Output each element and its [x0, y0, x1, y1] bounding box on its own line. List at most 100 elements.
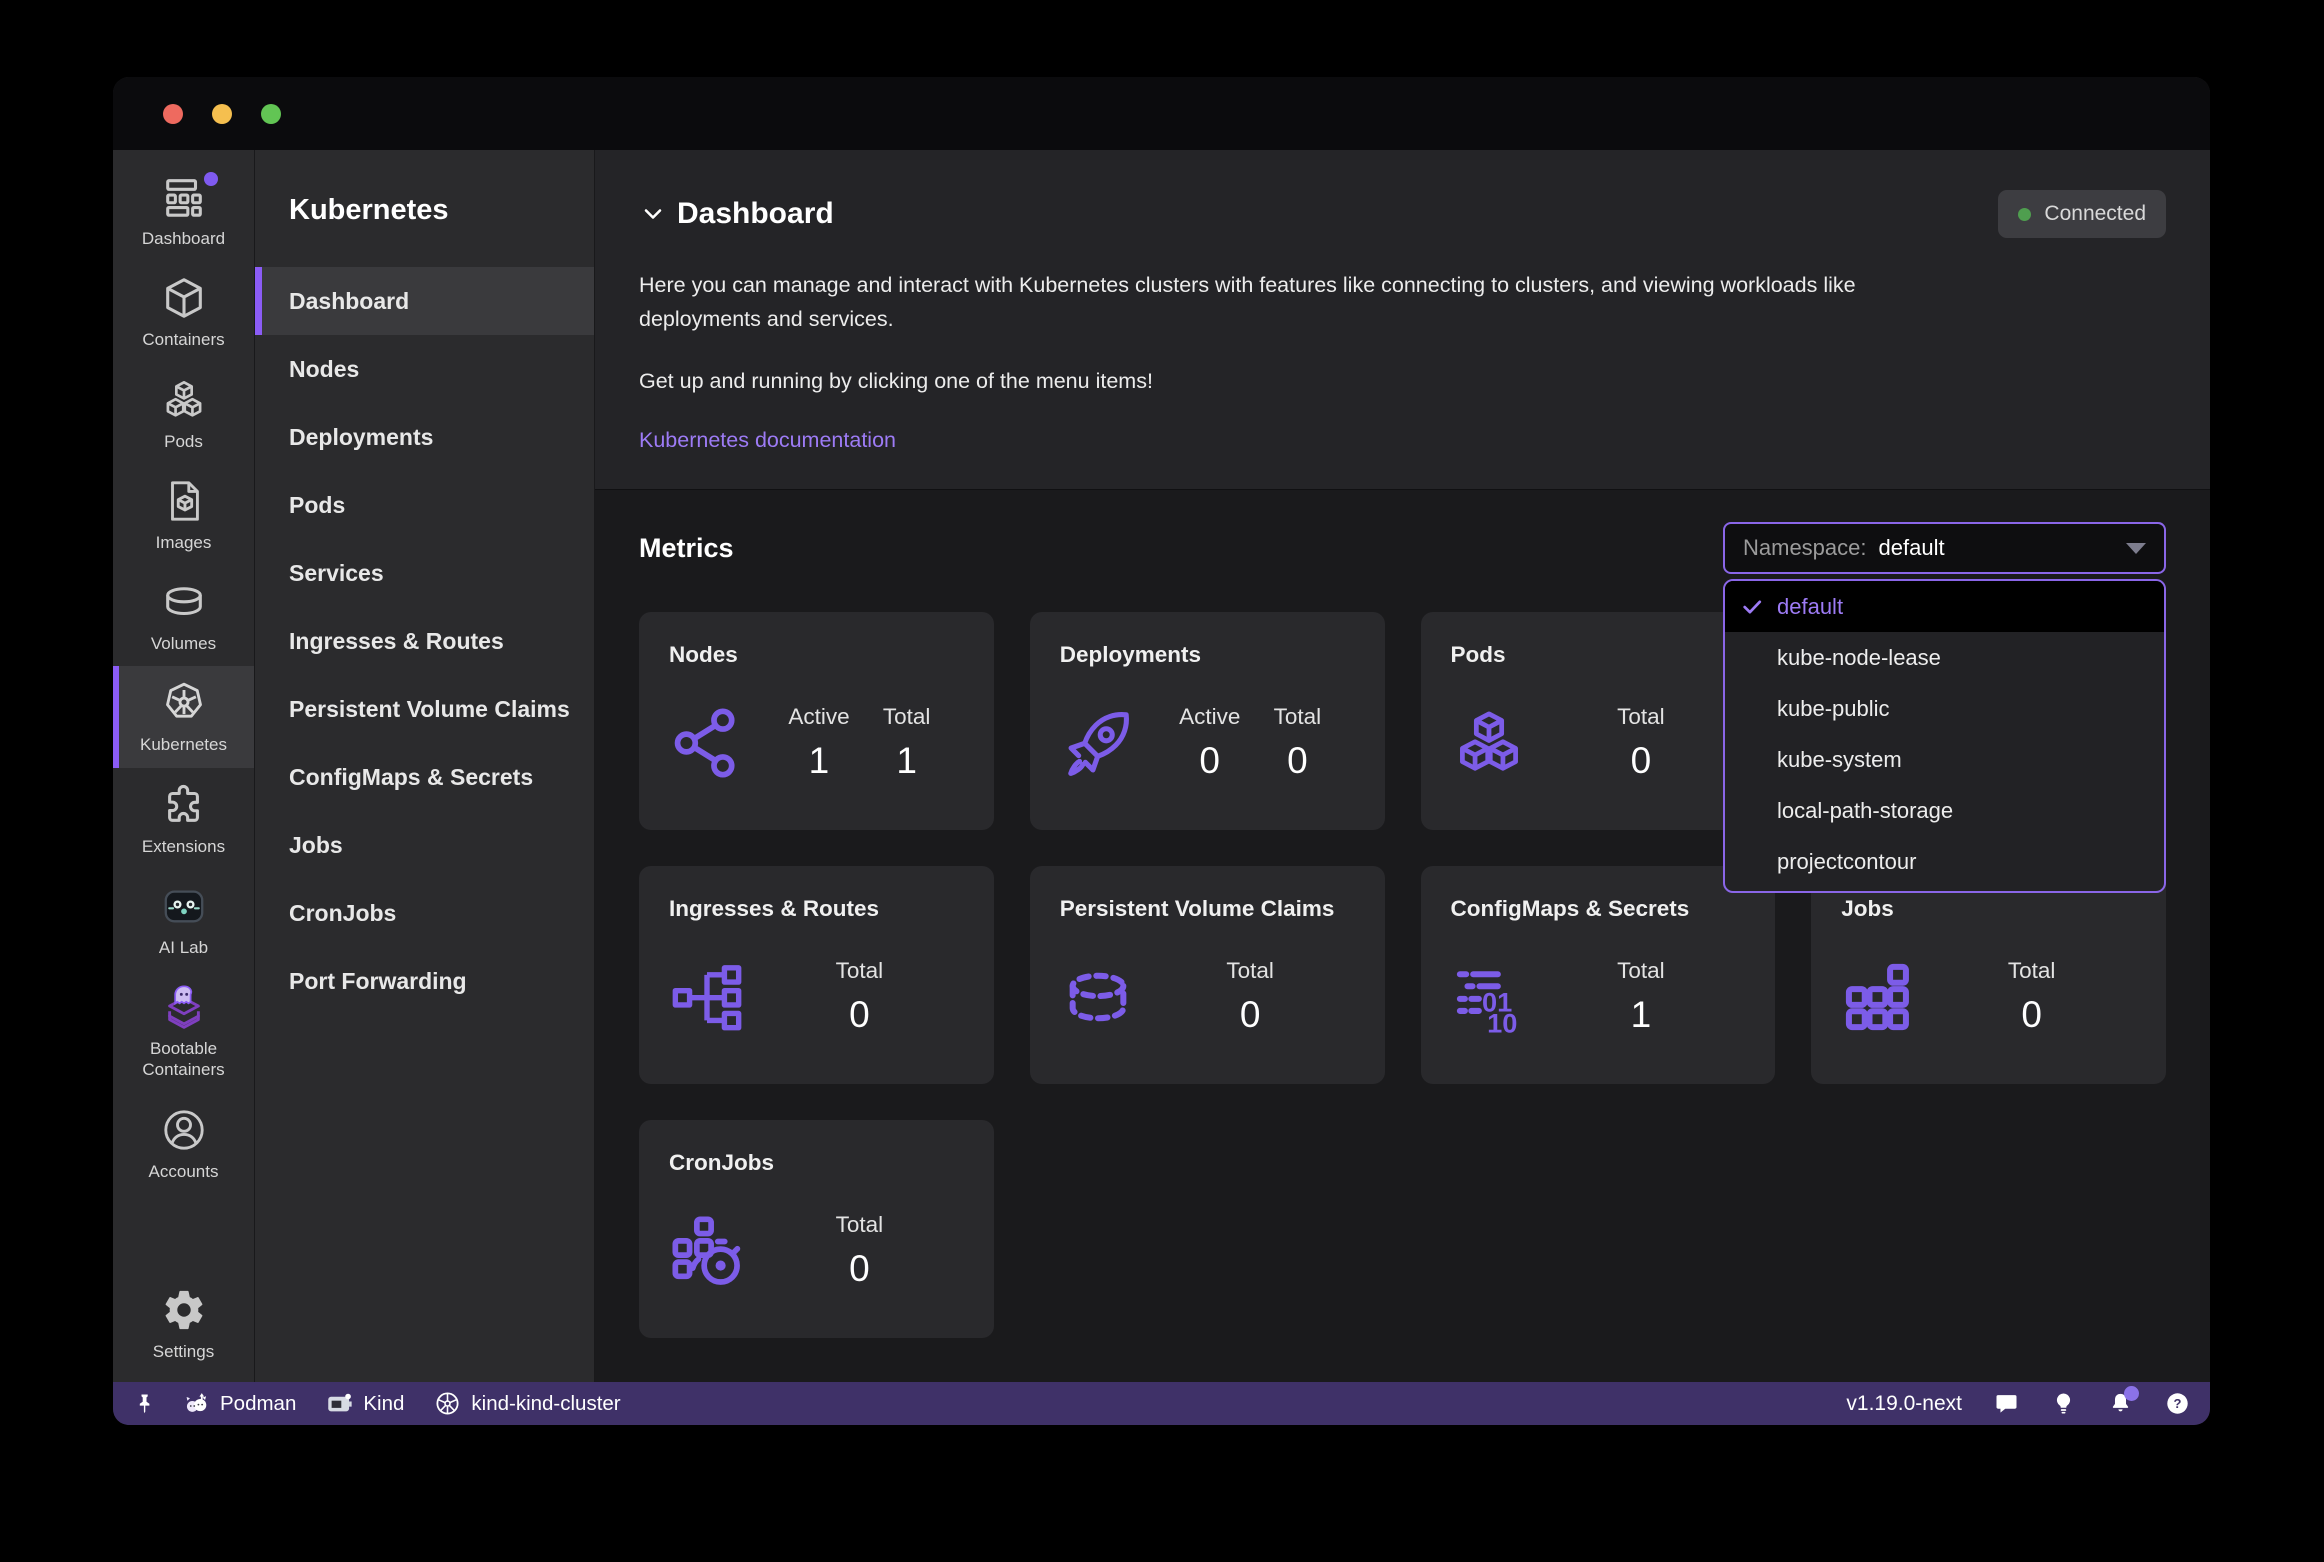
stat-value: 0 [849, 1247, 870, 1289]
nav-item-deployments[interactable]: Deployments [289, 423, 434, 450]
stat-value: 0 [1199, 739, 1220, 781]
sidebar-item-images[interactable]: Images [113, 464, 254, 565]
nav-item-port-forwarding[interactable]: Port Forwarding [289, 967, 467, 994]
metric-card-persistent-volume-claims[interactable]: Persistent Volume Claims Total 0 [1029, 866, 1385, 1084]
chevron-down-icon[interactable] [639, 200, 667, 228]
network-tree-icon [669, 959, 755, 1035]
nav-item-configmaps-secrets[interactable]: ConfigMaps & Secrets [289, 763, 534, 790]
stat-label: Total [1226, 957, 1274, 983]
notifications-button[interactable] [2108, 1386, 2139, 1416]
sidebar-item-accounts[interactable]: Accounts [113, 1093, 254, 1194]
nav-item-services[interactable]: Services [289, 559, 384, 586]
stat-value: 1 [896, 739, 917, 781]
svg-text:10: 10 [1487, 1007, 1517, 1035]
metric-card-pods[interactable]: Pods Total 0 [1420, 612, 1776, 830]
nav-item-persistent-volume-claims[interactable]: Persistent Volume Claims [289, 695, 570, 722]
statusbar-item-label: Podman [220, 1391, 297, 1415]
sidebar-item-label: Extensions [141, 836, 226, 856]
sidebar-item-ai-lab[interactable]: AI Lab [113, 869, 254, 970]
card-title: Nodes [669, 642, 738, 667]
sidebar-item-label: Settings [152, 1341, 215, 1361]
statusbar-item-kube-context[interactable]: kind-kind-cluster [434, 1390, 621, 1417]
accounts-icon [163, 1109, 204, 1150]
titlebar [113, 77, 2210, 150]
sidebar-item-containers[interactable]: Containers [113, 261, 254, 362]
nav-item-ingresses-routes[interactable]: Ingresses & Routes [289, 627, 504, 654]
sidebar-item-label: Images [155, 532, 212, 552]
metrics-cards-grid: Nodes Active 1 Total 1 [639, 612, 2166, 1338]
metrics-section: Metrics Namespace: default default [595, 490, 2210, 1382]
close-window-button[interactable] [163, 103, 183, 124]
metric-card-deployments[interactable]: Deployments Acti [1029, 612, 1385, 830]
dashboard-icon [165, 179, 202, 217]
namespace-option-kube-system[interactable]: kube-system [1725, 734, 2164, 785]
lightbulb-icon [2056, 1393, 2071, 1414]
pin-icon[interactable] [133, 1392, 157, 1416]
sidebar-item-label: Volumes [150, 634, 217, 653]
nav-panel-title: Kubernetes [289, 194, 449, 226]
stat-value: 0 [1287, 739, 1308, 781]
statusbar-item-kind[interactable]: Kind [326, 1390, 404, 1417]
namespace-option-local-path-storage[interactable]: local-path-storage [1725, 785, 2164, 836]
namespace-option-projectcontour[interactable]: projectcontour [1725, 836, 2164, 887]
namespace-option-kube-public[interactable]: kube-public [1725, 683, 2164, 734]
sidebar-item-label: Containers [142, 330, 225, 350]
metric-card-nodes[interactable]: Nodes Active 1 Total 1 [639, 612, 994, 830]
namespace-option-kube-node-lease[interactable]: kube-node-lease [1725, 632, 2164, 683]
sidebar-item-dashboard[interactable]: Dashboard [113, 160, 254, 261]
metric-card-cronjobs[interactable]: CronJobs [639, 1120, 994, 1338]
app-version: v1.19.0-next [1846, 1391, 1962, 1415]
sidebar-item-volumes[interactable]: Volumes [113, 565, 254, 666]
card-title: Deployments [1059, 642, 1202, 667]
tips-button[interactable] [2051, 1391, 2076, 1416]
statusbar-item-podman[interactable]: Podman [183, 1390, 296, 1417]
help-icon: ? [2167, 1393, 2188, 1414]
check-icon [1743, 600, 1762, 614]
sidebar-item-pods[interactable]: Pods [113, 363, 254, 464]
svg-text:?: ? [2174, 1396, 2182, 1411]
stat-label: Total [2007, 957, 2056, 983]
nav-item-nodes[interactable]: Nodes [289, 355, 360, 382]
kubernetes-wheel-icon [436, 1392, 459, 1415]
dashboard-hint: Get up and running by clicking one of th… [639, 369, 1153, 393]
status-bar: Podman Kind kind-kind-cluster v1.19.0-ne… [113, 1382, 2210, 1425]
namespace-select[interactable]: Namespace: default [1723, 522, 2166, 574]
stat-value: 1 [1630, 993, 1652, 1035]
maximize-window-button[interactable] [261, 103, 281, 124]
namespace-select-label: Namespace: [1743, 535, 1867, 560]
metric-card-jobs[interactable]: Jobs Total 0 [1811, 866, 2166, 1084]
stat-value: 0 [2021, 993, 2042, 1035]
chat-bubble-icon [1996, 1395, 2017, 1413]
nav-item-pods[interactable]: Pods [289, 491, 346, 518]
nav-item-cronjobs[interactable]: CronJobs [289, 899, 397, 926]
metric-card-configmaps-secrets[interactable]: ConfigMaps & Secrets 01 10 [1420, 866, 1776, 1084]
sidebar-item-settings[interactable]: Settings [113, 1273, 254, 1374]
nav-item-jobs[interactable]: Jobs [289, 831, 343, 858]
notification-dot [203, 172, 218, 186]
namespace-option-default[interactable]: default [1725, 581, 2164, 632]
stat-label: Active [1179, 703, 1241, 729]
card-title: Jobs [1841, 896, 1894, 921]
sidebar-item-extensions[interactable]: Extensions [113, 768, 254, 869]
configmap-binary-icon: 01 10 [1451, 959, 1537, 1035]
podman-icon [186, 1393, 207, 1412]
card-title: ConfigMaps & Secrets [1450, 896, 1690, 921]
jobs-grid-icon [1841, 959, 1927, 1035]
settings-gear-icon [165, 1290, 202, 1329]
nav-item-dashboard[interactable]: Dashboard [255, 267, 594, 335]
nodes-share-icon [669, 705, 755, 781]
stat-label: Total [1273, 703, 1322, 729]
connected-dot-icon [2018, 207, 2032, 221]
stat-value: 1 [808, 739, 830, 781]
sidebar-item-bootable-containers[interactable]: Bootable Containers [113, 970, 254, 1093]
stat-value: 0 [1630, 739, 1652, 781]
namespace-option-label: kube-public [1777, 695, 1890, 721]
metric-card-ingresses-routes[interactable]: Ingresses & Routes Total 0 [639, 866, 994, 1084]
help-button[interactable]: ? [2165, 1391, 2190, 1416]
dashboard-description: Here you can manage and interact with Ku… [639, 273, 1856, 331]
kubernetes-documentation-link[interactable]: Kubernetes documentation [639, 428, 896, 452]
namespace-select-value: default [1878, 535, 1945, 560]
minimize-window-button[interactable] [212, 103, 232, 124]
sidebar-item-kubernetes[interactable]: Kubernetes [113, 666, 254, 768]
feedback-button[interactable] [1994, 1391, 2019, 1416]
